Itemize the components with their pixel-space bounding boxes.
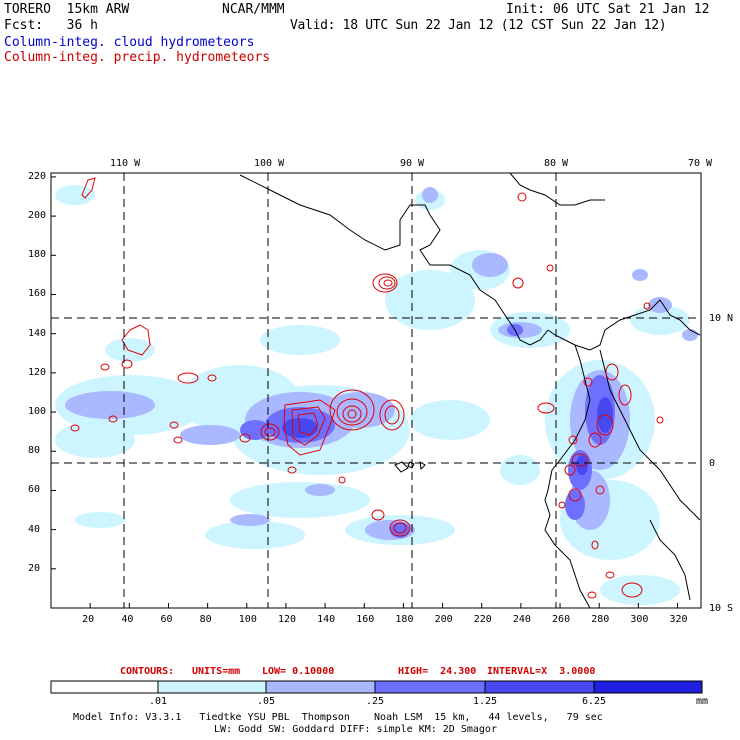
x-tick-label: 300 bbox=[630, 614, 649, 625]
graticule bbox=[51, 173, 701, 608]
axis-ticks bbox=[51, 176, 679, 608]
forecast-hour: Fcst: 36 h bbox=[4, 18, 98, 33]
colorbar-swatch-5 bbox=[593, 680, 703, 694]
colorbar-label-3: 1.25 bbox=[472, 696, 498, 707]
y-tick-label: 100 bbox=[28, 406, 47, 418]
colorbar-swatch-2 bbox=[265, 680, 376, 694]
contours-units: UNITS=mm bbox=[192, 666, 241, 677]
y-tick-label: 200 bbox=[28, 210, 47, 222]
y-tick-label: 220 bbox=[28, 170, 47, 182]
x-tick-label: 240 bbox=[512, 614, 531, 625]
lon-label-90w: 90 W bbox=[400, 158, 425, 169]
org-label: NCAR/MMM bbox=[222, 2, 285, 17]
lat-label-10n: 10 N bbox=[709, 313, 734, 324]
colorbar-label-1: .05 bbox=[256, 696, 276, 707]
colorbar-units: mm bbox=[695, 696, 709, 707]
colorbar-swatch-0 bbox=[50, 680, 159, 694]
contours-low: LOW= 0.10000 bbox=[262, 666, 335, 677]
y-tick-label: 20 bbox=[28, 562, 41, 574]
x-tick-label: 280 bbox=[591, 614, 610, 625]
lon-label-100w: 100 W bbox=[254, 158, 285, 169]
field-precip-label: Column-integ. precip. hydrometeors bbox=[4, 50, 271, 65]
y-tick-label: 140 bbox=[28, 327, 47, 339]
colorbar-label-4: 6.25 bbox=[581, 696, 607, 707]
y-tick-label: 60 bbox=[28, 484, 41, 496]
lon-label-70w: 70 W bbox=[688, 158, 713, 169]
contours-interval: INTERVAL=X 3.0000 bbox=[487, 666, 596, 677]
lon-label-80w: 80 W bbox=[544, 158, 569, 169]
x-tick-label: 160 bbox=[356, 614, 375, 625]
x-tick-label: 220 bbox=[473, 614, 492, 625]
x-tick-label: 200 bbox=[434, 614, 453, 625]
model-title: TORERO 15km ARW bbox=[4, 2, 130, 17]
y-tick-label: 160 bbox=[28, 288, 47, 300]
lon-label-110w: 110 W bbox=[110, 158, 141, 169]
x-tick-label: 140 bbox=[317, 614, 336, 625]
colorbar-swatch-3 bbox=[374, 680, 486, 694]
y-tick-label: 40 bbox=[28, 523, 41, 535]
colorbar-swatch-4 bbox=[484, 680, 595, 694]
x-tick-label: 100 bbox=[238, 614, 257, 625]
x-tick-label: 180 bbox=[395, 614, 414, 625]
contours-label: CONTOURS: bbox=[120, 666, 175, 677]
x-tick-label: 80 bbox=[199, 614, 212, 625]
x-tick-label: 60 bbox=[160, 614, 173, 625]
x-tick-label: 120 bbox=[277, 614, 296, 625]
valid-time: Valid: 18 UTC Sun 22 Jan 12 (12 CST Sun … bbox=[290, 18, 667, 33]
colorbar-label-2: .25 bbox=[365, 696, 385, 707]
contours-high: HIGH= 24.300 bbox=[398, 666, 477, 677]
init-time: Init: 06 UTC Sat 21 Jan 12 bbox=[506, 2, 710, 17]
y-tick-label: 80 bbox=[28, 445, 41, 457]
map-frame bbox=[50, 172, 702, 609]
colorbar-swatch-1 bbox=[157, 680, 267, 694]
x-tick-label: 260 bbox=[552, 614, 571, 625]
x-tick-label: 20 bbox=[82, 614, 95, 625]
colorbar bbox=[50, 680, 703, 694]
colorbar-label-0: .01 bbox=[148, 696, 168, 707]
field-cloud-label: Column-integ. cloud hydrometeors bbox=[4, 35, 255, 50]
y-tick-label: 180 bbox=[28, 249, 47, 261]
x-tick-label: 40 bbox=[121, 614, 134, 625]
footer-physics-info: LW: Godd SW: Goddard DIFF: simple KM: 2D… bbox=[214, 724, 497, 735]
lat-label-10s: 10 S bbox=[709, 603, 734, 614]
y-tick-label: 120 bbox=[28, 366, 47, 378]
x-tick-label: 320 bbox=[669, 614, 688, 625]
precip-contours bbox=[70, 177, 664, 599]
lat-label-0: 0 bbox=[709, 458, 716, 469]
footer-model-info: Model Info: V3.3.1 Tiedtke YSU PBL Thomp… bbox=[73, 712, 603, 723]
